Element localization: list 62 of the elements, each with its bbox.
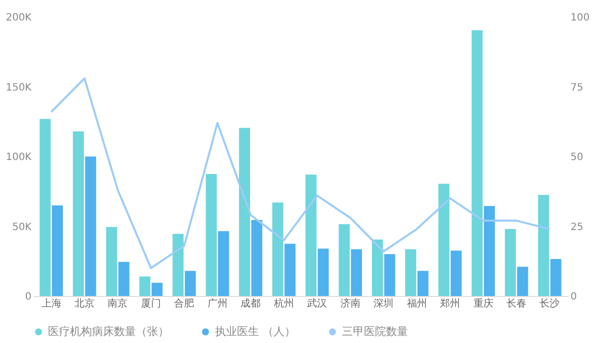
bar [338, 224, 350, 296]
bar [40, 118, 51, 296]
bar [550, 259, 562, 296]
y-tick-label: 150K [6, 82, 32, 94]
bar [484, 206, 495, 296]
legend-label: 执业医生 （人） [215, 324, 296, 338]
x-tick-label: 福州 [406, 298, 427, 310]
y2-tick-label: 100 [570, 12, 590, 24]
bar [172, 234, 184, 296]
bar [417, 270, 428, 296]
x-tick-label: 北京 [74, 298, 95, 310]
legend-label: 三甲医院数量 [342, 324, 408, 338]
bar [450, 250, 462, 296]
x-tick-label: 上海 [41, 298, 62, 310]
bar [538, 194, 550, 296]
bar [504, 229, 516, 296]
bar [72, 131, 84, 296]
y-tick-label: 100K [6, 152, 32, 163]
bar [517, 266, 528, 296]
x-tick-label: 长春 [506, 298, 526, 310]
bar [272, 202, 284, 296]
bar [318, 248, 329, 296]
y2-tick-label: 0 [570, 292, 577, 302]
bar [472, 30, 483, 296]
bar [239, 128, 250, 296]
y2-tick-label: 25 [570, 222, 584, 233]
y2-tick-label: 50 [570, 152, 584, 163]
bar [184, 270, 196, 296]
x-tick-label: 武汉 [307, 298, 328, 310]
bar [284, 244, 296, 296]
bar [139, 276, 150, 296]
y-tick-label: 50K [12, 222, 32, 233]
bar [305, 174, 317, 296]
bar [206, 174, 217, 296]
x-tick-label: 南京 [108, 298, 128, 310]
bar [438, 184, 450, 296]
x-tick-label: 重庆 [473, 298, 494, 310]
bar [350, 249, 362, 296]
bar [85, 156, 96, 296]
bar [152, 282, 163, 296]
x-tick-label: 深圳 [374, 298, 394, 310]
y2-tick-label: 75 [570, 82, 584, 94]
bar [405, 249, 416, 296]
bar [372, 240, 383, 296]
legend-label: 医疗机构病床数量（张） [48, 324, 169, 338]
y-tick-label: 0 [25, 292, 32, 302]
x-tick-label: 长沙 [540, 298, 560, 310]
x-tick-label: 成都 [240, 298, 261, 310]
bar [52, 205, 63, 296]
x-tick-label: 广州 [207, 298, 228, 310]
bar [384, 254, 396, 296]
bar [118, 262, 130, 296]
x-tick-label: 杭州 [272, 298, 294, 310]
x-tick-label: 郑州 [440, 298, 460, 310]
line-series [50, 77, 551, 270]
x-tick-label: 厦门 [140, 298, 161, 310]
x-tick-label: 济南 [340, 298, 360, 310]
y-tick-label: 200K [6, 12, 32, 24]
bar [218, 231, 230, 296]
bar [106, 226, 118, 296]
bar [251, 220, 262, 296]
x-tick-label: 合肥 [174, 298, 194, 310]
